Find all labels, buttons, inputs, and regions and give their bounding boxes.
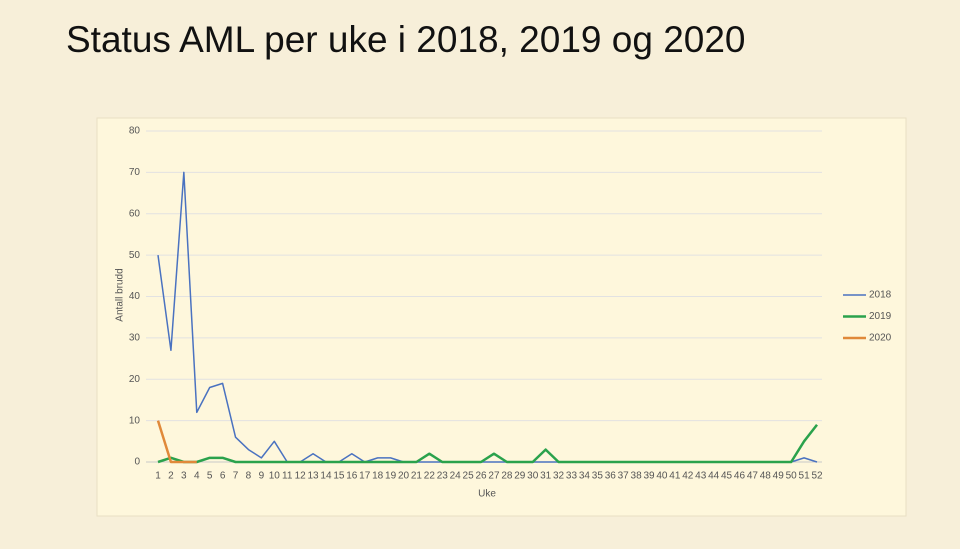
y-tick-label: 20 [129, 374, 141, 385]
y-tick-label: 80 [129, 126, 141, 137]
x-tick-label: 4 [194, 471, 200, 482]
y-tick-label: 30 [129, 333, 141, 344]
x-tick-label: 24 [450, 471, 462, 482]
x-tick-label: 15 [333, 471, 345, 482]
chart-area [96, 117, 907, 517]
x-axis-label: Uke [478, 489, 496, 500]
x-tick-label: 16 [346, 471, 358, 482]
x-tick-label: 30 [527, 471, 539, 482]
x-tick-label: 5 [207, 471, 213, 482]
x-tick-label: 26 [475, 471, 487, 482]
line-series [157, 423, 818, 464]
y-axis-label: Antall brudd [115, 268, 126, 321]
y-tick-label: 50 [129, 250, 141, 261]
x-tick-label: 8 [246, 471, 252, 482]
x-tick-label: 21 [411, 471, 423, 482]
x-tick-label: 22 [424, 471, 436, 482]
x-tick-label: 12 [295, 471, 307, 482]
x-tick-label: 36 [605, 471, 617, 482]
x-tick-label: 18 [372, 471, 384, 482]
x-tick-label: 6 [220, 471, 226, 482]
line-series [156, 420, 197, 464]
x-tick-label: 37 [618, 471, 630, 482]
x-tick-label: 2 [168, 471, 174, 482]
x-tick-label: 25 [463, 471, 475, 482]
x-tick-label: 17 [359, 471, 371, 482]
x-tick-label: 42 [682, 471, 694, 482]
x-tick-label: 32 [553, 471, 565, 482]
x-tick-label: 9 [259, 471, 265, 482]
x-tick-label: 20 [398, 471, 410, 482]
y-tick-label: 40 [129, 291, 141, 302]
x-tick-label: 1 [155, 471, 161, 482]
x-tick-label: 19 [385, 471, 397, 482]
x-tick-label: 33 [566, 471, 578, 482]
x-tick-label: 7 [233, 471, 239, 482]
y-tick-label: 0 [134, 457, 140, 468]
y-tick-label: 10 [129, 415, 141, 426]
x-tick-label: 23 [437, 471, 449, 482]
x-tick-label: 13 [307, 471, 319, 482]
x-tick-label: 10 [269, 471, 281, 482]
legend-label: 2020 [869, 333, 892, 344]
x-tick-label: 31 [540, 471, 552, 482]
x-tick-label: 49 [773, 471, 785, 482]
x-tick-label: 41 [669, 471, 681, 482]
x-tick-label: 35 [592, 471, 604, 482]
x-tick-label: 47 [747, 471, 759, 482]
x-tick-label: 52 [811, 471, 823, 482]
x-tick-label: 38 [631, 471, 643, 482]
x-tick-label: 28 [501, 471, 513, 482]
x-tick-label: 45 [721, 471, 733, 482]
x-tick-label: 3 [181, 471, 187, 482]
x-tick-label: 51 [799, 471, 811, 482]
x-tick-label: 40 [656, 471, 668, 482]
x-tick-label: 39 [643, 471, 655, 482]
x-tick-label: 14 [320, 471, 332, 482]
x-tick-label: 11 [282, 471, 293, 482]
x-tick-label: 34 [579, 471, 591, 482]
x-tick-label: 46 [734, 471, 746, 482]
chart-title: Status AML per uke i 2018, 2019 og 2020 [66, 19, 746, 60]
y-tick-label: 60 [129, 208, 141, 219]
x-tick-label: 27 [488, 471, 500, 482]
x-tick-label: 48 [760, 471, 772, 482]
x-tick-label: 29 [514, 471, 526, 482]
y-tick-label: 70 [129, 167, 141, 178]
x-tick-label: 44 [708, 471, 720, 482]
legend-label: 2019 [869, 311, 892, 322]
legend-label: 2018 [869, 290, 892, 301]
x-tick-label: 50 [786, 471, 798, 482]
x-tick-label: 43 [695, 471, 707, 482]
